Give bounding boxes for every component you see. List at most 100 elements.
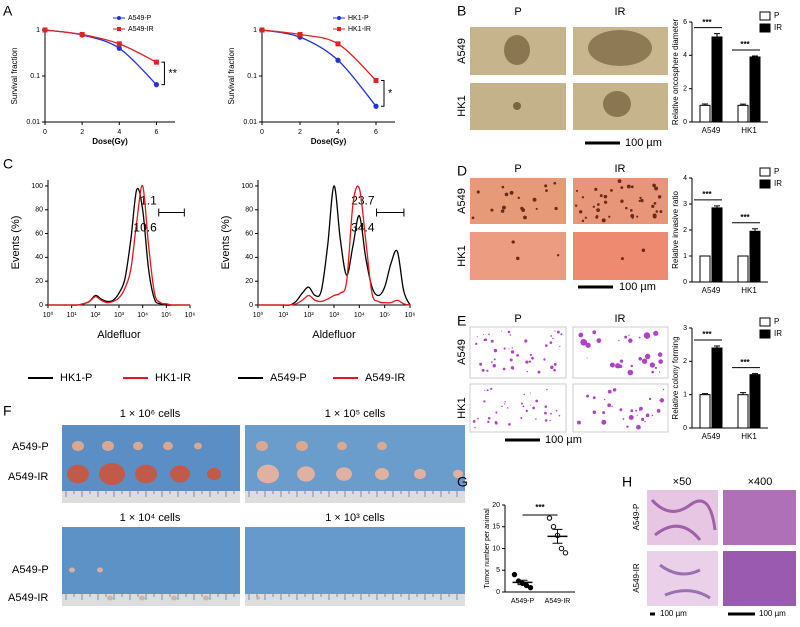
y-tick-label: 15 (492, 524, 500, 531)
colony (493, 348, 498, 353)
cell (640, 198, 644, 203)
x-tick-label: 6 (154, 129, 158, 136)
colony (503, 347, 506, 350)
cell (608, 215, 611, 218)
cell (603, 194, 608, 199)
colony (509, 358, 513, 362)
y-axis-label: Survival fraction (227, 48, 236, 105)
cell (592, 205, 595, 208)
oncosphere (588, 30, 652, 66)
y-tick-label: 0 (39, 302, 43, 309)
colony (479, 362, 483, 366)
colony (558, 414, 561, 417)
error-bar (702, 393, 708, 395)
point (562, 550, 569, 556)
tumor (163, 441, 173, 451)
cell (535, 207, 538, 210)
legend-label: IR (774, 23, 782, 32)
tumor (336, 467, 352, 481)
y-tick-label: 100 (241, 183, 253, 190)
cell (596, 203, 600, 206)
panel-label: A (3, 3, 13, 19)
y-tick-label: 2 (683, 358, 687, 365)
error-bar (714, 345, 720, 348)
legend-label: A549-IR (365, 372, 405, 384)
colony (520, 402, 523, 405)
colony (602, 411, 606, 415)
colony (544, 419, 548, 422)
colony (523, 393, 525, 396)
x-tick-label: 10³ (329, 312, 340, 319)
colony (636, 414, 638, 416)
row-label: A549-P (12, 564, 49, 576)
cell (625, 206, 628, 210)
x-axis-label: Aldefluor (312, 329, 356, 341)
photo-title: 1 × 10⁶ cells (120, 408, 181, 420)
colony (544, 405, 548, 408)
significance: *** (535, 503, 545, 512)
colony (658, 371, 661, 373)
cell (502, 205, 506, 210)
colony (545, 344, 548, 347)
y-tick-label: 10 (492, 545, 500, 552)
tumor (257, 464, 279, 484)
colony (550, 412, 552, 415)
y-tick-label: 0.01 (26, 119, 40, 126)
colony (494, 421, 498, 425)
y-tick-label: 40 (35, 254, 43, 261)
significance: *** (702, 18, 712, 27)
series-line (261, 29, 377, 107)
legend-swatch (759, 23, 771, 33)
x-tick-label: 10¹ (67, 312, 78, 319)
photo (62, 425, 240, 503)
row-label: A549 (456, 339, 468, 365)
significance: *** (740, 358, 750, 367)
tumor (337, 441, 347, 451)
cell (655, 210, 659, 213)
legend-swatch (759, 167, 771, 177)
colony (501, 330, 503, 332)
cell (620, 257, 624, 261)
colony (592, 330, 597, 335)
legend-swatch (759, 317, 771, 327)
cell (509, 190, 514, 195)
bar (749, 230, 761, 283)
panel-label: F (3, 403, 12, 419)
x-tick-label: 10⁵ (379, 312, 390, 319)
legend-label: HK1-IR (348, 26, 371, 33)
y-tick-label: 20 (492, 502, 500, 509)
tissue (650, 498, 717, 541)
x-tick-label: 10² (90, 312, 101, 319)
cell (511, 240, 515, 244)
colony (509, 334, 512, 336)
row-label: A549-P (632, 504, 641, 531)
oncosphere (513, 102, 521, 110)
y-tick-label: 3 (683, 201, 687, 208)
colony (525, 360, 529, 364)
colony (626, 425, 629, 428)
colony (474, 427, 476, 429)
cell (652, 213, 657, 218)
legend-marker (117, 27, 121, 31)
point (546, 515, 553, 521)
cell (659, 210, 663, 214)
colony (601, 419, 607, 425)
col-label: IR (615, 313, 626, 325)
colony (630, 364, 633, 368)
scale-label: 100 µm (625, 137, 662, 149)
colony (649, 362, 656, 368)
cell (652, 183, 656, 188)
colony (484, 390, 486, 392)
photo (647, 490, 718, 545)
col-label: IR (615, 163, 626, 175)
cell (471, 216, 475, 220)
colony (618, 340, 620, 342)
x-tick-label: 10⁶ (185, 312, 196, 319)
colony (585, 342, 591, 348)
colony (537, 370, 541, 374)
panel-label: C (3, 156, 13, 172)
cell (617, 179, 622, 184)
colony (658, 359, 664, 364)
colony (487, 416, 491, 420)
colony (578, 332, 584, 338)
